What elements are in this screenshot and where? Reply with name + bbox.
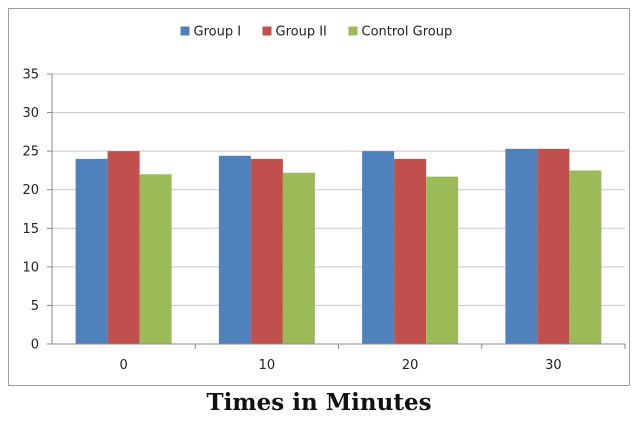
bar-group-i-10 [218, 155, 251, 344]
bar-control-group-20 [426, 176, 459, 344]
bar-group-i-30 [505, 148, 538, 344]
x-axis-label: Times in Minutes [206, 389, 431, 416]
bar-group-ii-30 [537, 148, 570, 344]
legend-label: Control Group [362, 25, 453, 40]
y-tick-label: 5 [31, 299, 39, 314]
y-tick-label: 25 [22, 145, 39, 160]
bar-group-i-0 [75, 158, 108, 344]
bar-control-group-10 [282, 172, 315, 344]
bar-control-group-30 [569, 170, 602, 344]
y-tick-label: 10 [22, 260, 39, 275]
x-tick-label: 10 [259, 358, 276, 373]
bar-group-ii-10 [250, 158, 283, 344]
y-tick-label: 20 [22, 183, 39, 198]
bars [75, 148, 602, 344]
x-axis-ticks: 0 10 20 30 [119, 358, 561, 373]
y-tick-label: 30 [22, 106, 39, 121]
legend-label: Group I [194, 25, 242, 40]
y-tick-label: 35 [22, 68, 39, 83]
axes [47, 73, 626, 349]
bar-control-group-0 [139, 174, 172, 344]
legend-swatch [262, 26, 272, 36]
y-axis-ticks: 0 5 10 15 20 25 30 35 [22, 68, 39, 353]
y-tick-label: 15 [22, 222, 39, 237]
x-tick-label: 20 [402, 358, 419, 373]
legend-swatch [180, 26, 190, 36]
x-tick-label: 0 [119, 358, 127, 373]
bar-group-ii-20 [394, 158, 427, 344]
bar-group-ii-0 [107, 151, 140, 344]
y-tick-label: 0 [31, 338, 39, 353]
bar-group-i-20 [362, 151, 395, 344]
legend-label: Group II [276, 25, 327, 40]
x-tick-label: 30 [545, 358, 562, 373]
legend: Group I Group II Control Group [180, 25, 453, 40]
legend-swatch [348, 26, 358, 36]
